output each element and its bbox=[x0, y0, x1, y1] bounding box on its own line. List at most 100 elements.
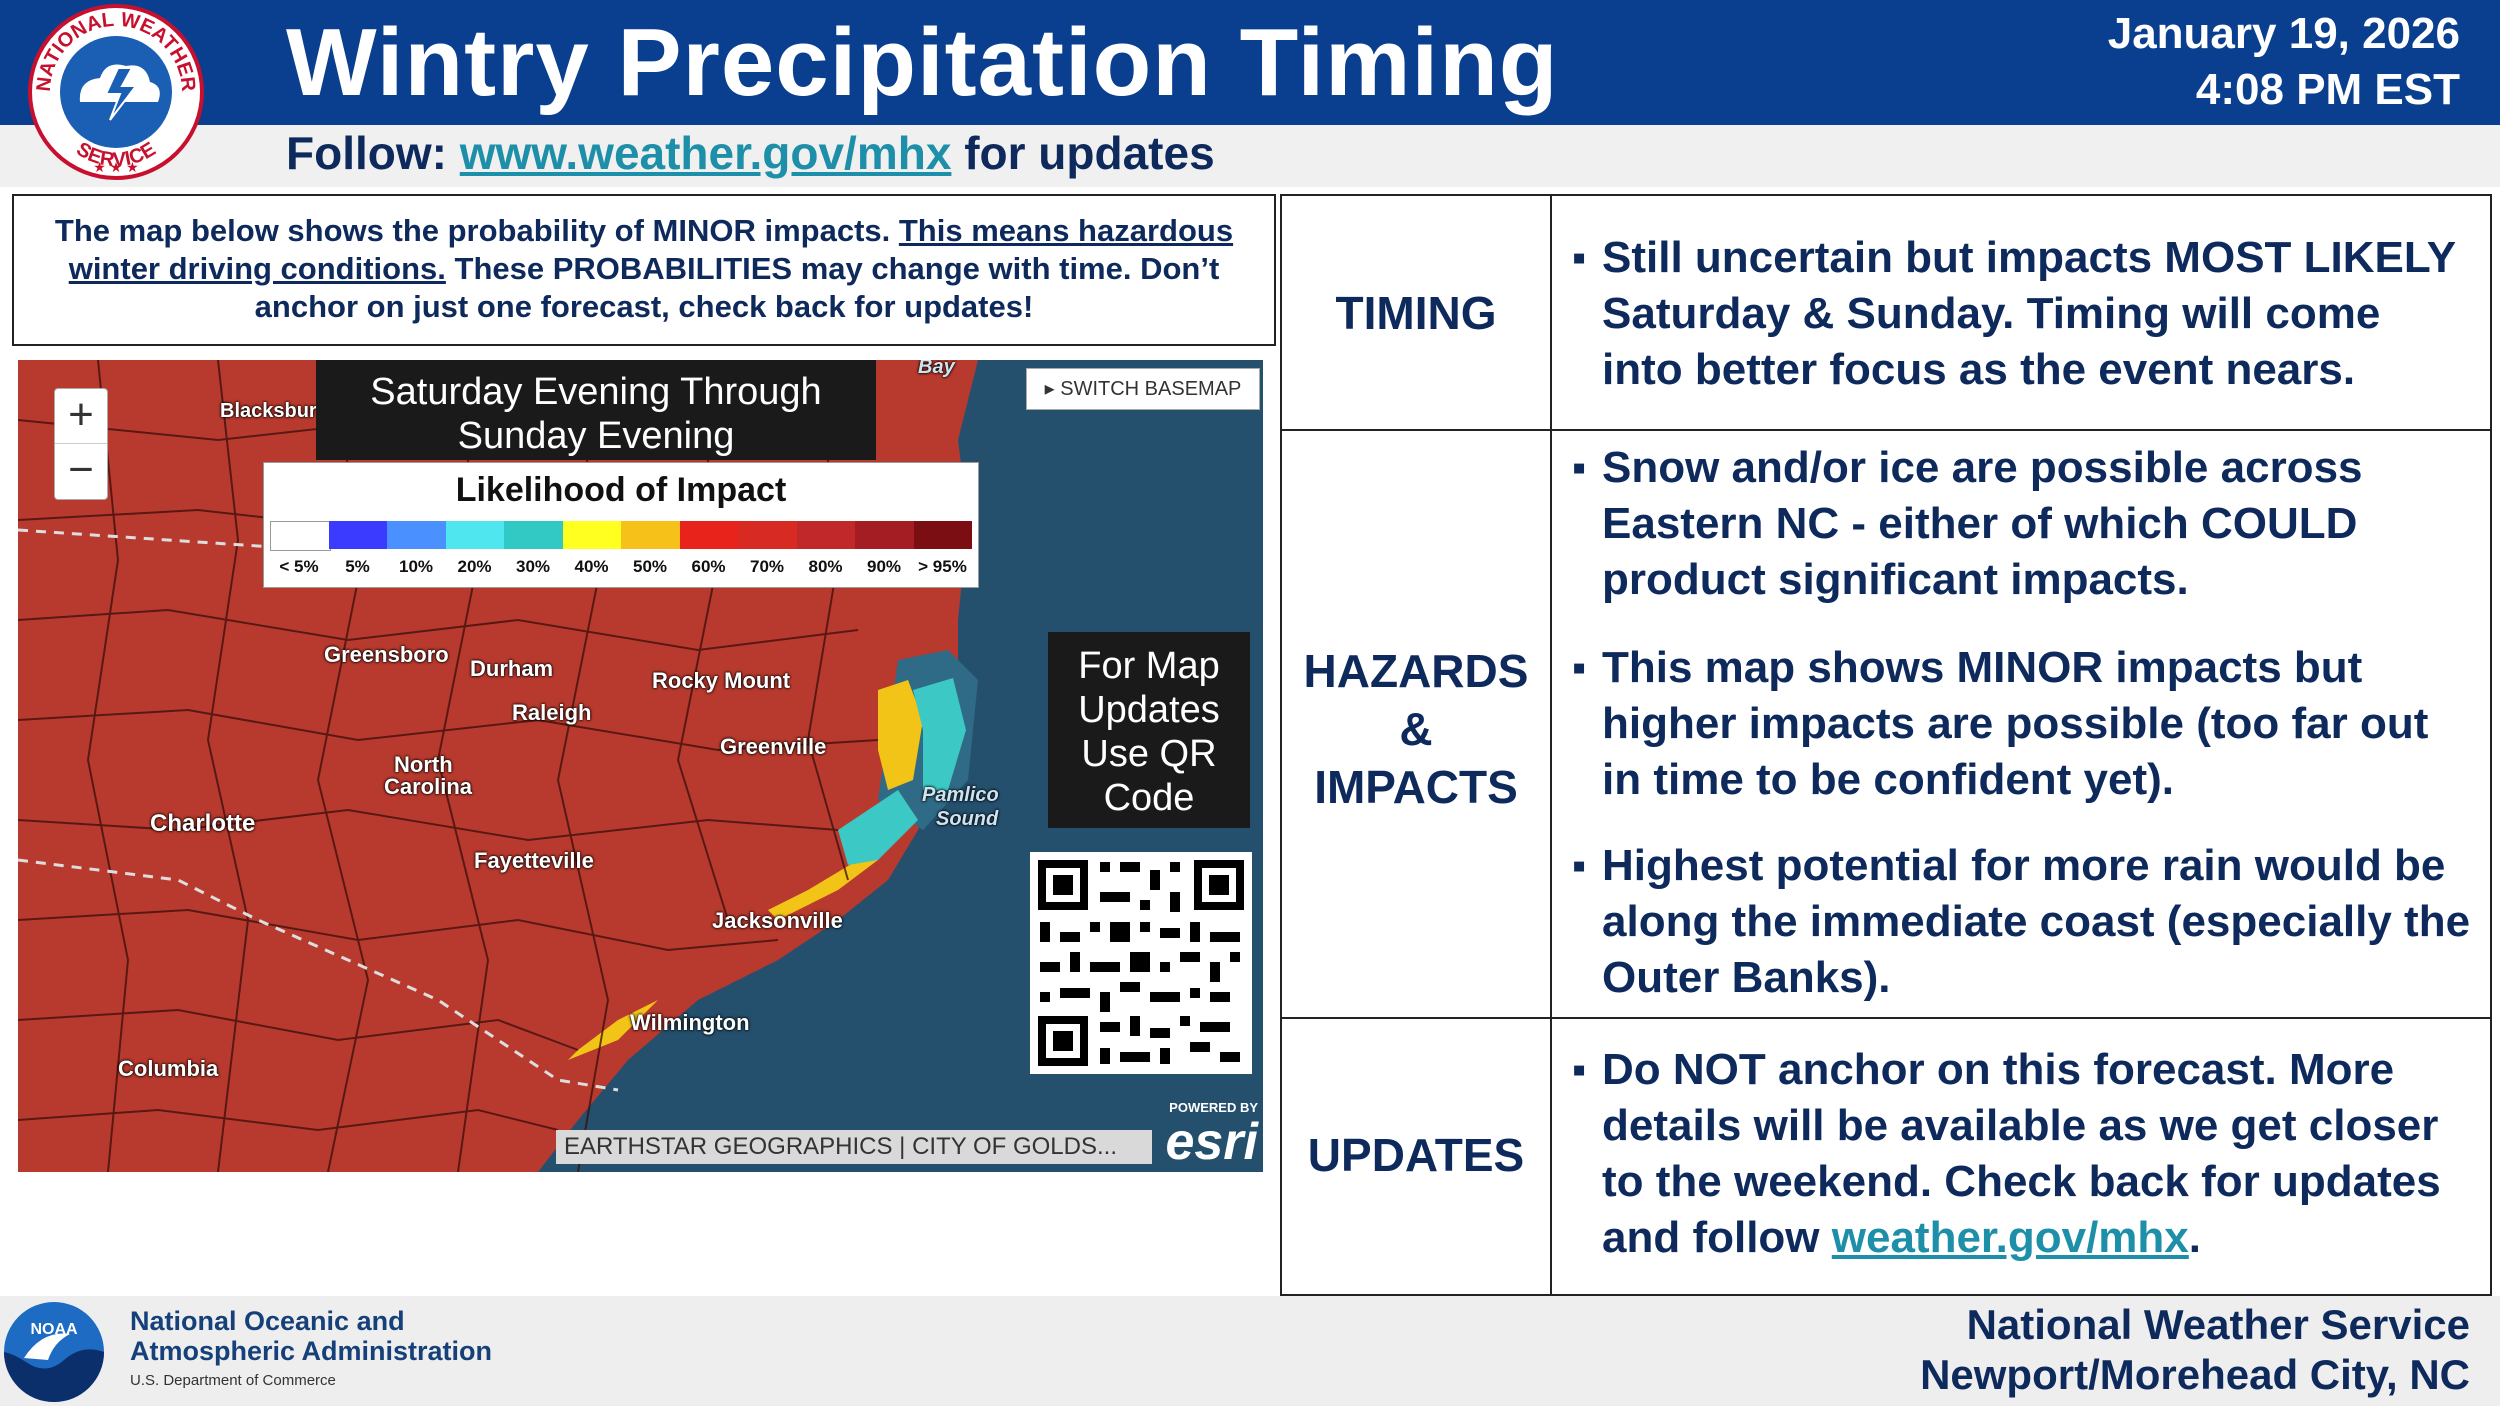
zoom-control: + − bbox=[54, 388, 108, 500]
legend-tick-label: 10% bbox=[398, 557, 434, 576]
legend-swatch bbox=[328, 521, 387, 549]
esri-wordmark: esri bbox=[1165, 1113, 1258, 1171]
legend-tick-label: > 95% bbox=[918, 557, 967, 576]
legend-swatch bbox=[679, 521, 738, 549]
legend-swatch bbox=[738, 521, 797, 549]
legend-tick-label: 80% bbox=[808, 557, 843, 576]
qr-text-line2: Updates bbox=[1078, 689, 1220, 731]
noaa-name: National Oceanic and Atmospheric Adminis… bbox=[130, 1306, 492, 1366]
legend-tick-label: 50% bbox=[632, 557, 668, 576]
legend-swatch bbox=[504, 521, 563, 549]
water-label: Pamlico bbox=[922, 784, 999, 806]
svg-text:★ ★ ★: ★ ★ ★ bbox=[93, 159, 138, 175]
row-label-hazards-line2: & bbox=[1399, 703, 1433, 755]
legend-tick-label: 20% bbox=[457, 557, 492, 576]
row-label-hazards-line3: IMPACTS bbox=[1314, 761, 1518, 813]
legend-tick-label: 90% bbox=[866, 557, 902, 576]
noaa-name-line1: National Oceanic and bbox=[130, 1306, 405, 1336]
city-label: Jacksonville bbox=[712, 908, 843, 933]
water-label: Bay bbox=[918, 360, 955, 378]
city-label: Charlotte bbox=[150, 810, 256, 837]
city-label: Raleigh bbox=[512, 700, 592, 725]
zoom-out-button[interactable]: − bbox=[68, 445, 94, 494]
follow-line: Follow: www.weather.gov/mhx for updates bbox=[286, 126, 1215, 180]
state-label: Carolina bbox=[384, 774, 473, 799]
nws-office: National Weather Service Newport/Morehea… bbox=[1920, 1300, 2470, 1400]
city-label: Wilmington bbox=[630, 1010, 750, 1035]
row-label-updates: UPDATES bbox=[1307, 1129, 1525, 1181]
impact-map[interactable]: Blacksburg Greensboro Durham Raleigh Roc… bbox=[18, 360, 1263, 1172]
row-label-hazards-line1: HAZARDS bbox=[1303, 645, 1529, 697]
legend-swatch bbox=[796, 521, 855, 549]
timing-bullet: Still uncertain but impacts MOST LIKELY … bbox=[1572, 230, 2472, 398]
zoom-in-button[interactable]: + bbox=[55, 389, 107, 444]
updates-bullet: Do NOT anchor on this forecast. More det… bbox=[1572, 1042, 2472, 1266]
intro-text-2: These PROBABILITIES may change with time… bbox=[254, 251, 1220, 324]
follow-prefix: Follow: bbox=[286, 127, 447, 179]
updates-bullet-text: Do NOT anchor on this forecast. More det… bbox=[1602, 1045, 2441, 1262]
intro-text-1: The map below shows the probability of M… bbox=[54, 213, 899, 248]
follow-suffix: for updates bbox=[964, 127, 1215, 179]
qr-text-line1: For Map bbox=[1078, 645, 1220, 687]
legend-swatch bbox=[270, 521, 331, 551]
hazards-bullet: Snow and/or ice are possible across East… bbox=[1572, 440, 2472, 608]
intro-underlined: This means hazardous winter driving cond… bbox=[68, 213, 1234, 286]
city-label: Fayetteville bbox=[474, 848, 594, 873]
legend-tick-label: 70% bbox=[749, 557, 785, 576]
noaa-name-line2: Atmospheric Administration bbox=[130, 1336, 493, 1366]
caret-right-icon: ▸ bbox=[1044, 378, 1061, 400]
city-label: Blacksburg bbox=[220, 400, 329, 422]
legend-tick-label: < 5% bbox=[279, 557, 319, 576]
map-attribution: EARTHSTAR GEOGRAPHICS | CITY OF GOLDS... bbox=[556, 1130, 1152, 1164]
legend-swatch bbox=[913, 521, 972, 549]
follow-link[interactable]: www.weather.gov/mhx bbox=[459, 127, 952, 179]
legend-title: Likelihood of Impact bbox=[455, 471, 787, 509]
page-title: Wintry Precipitation Timing bbox=[286, 9, 1559, 116]
qr-instructions: For Map Updates Use QR Code bbox=[1048, 632, 1250, 828]
qr-text-line3: Use QR bbox=[1081, 733, 1217, 775]
legend-tick-label: 40% bbox=[574, 557, 609, 576]
legend-swatch bbox=[445, 521, 504, 549]
header-band bbox=[0, 0, 2500, 125]
table-divider bbox=[1550, 196, 1552, 1294]
info-table: TIMING Still uncertain but impacts MOST … bbox=[1280, 194, 2492, 1296]
legend-tick-label: 5% bbox=[345, 557, 370, 576]
water-label: Sound bbox=[936, 808, 999, 830]
noaa-logo-icon: NOAA bbox=[2, 1300, 106, 1404]
legend-swatch bbox=[621, 521, 680, 549]
city-label: Columbia bbox=[118, 1056, 219, 1081]
state-label: North bbox=[394, 752, 453, 777]
legend-tick-label: 60% bbox=[691, 557, 726, 576]
row-label-timing: TIMING bbox=[1335, 287, 1497, 339]
map-title-line1: Saturday Evening Through bbox=[370, 371, 822, 413]
map-legend: Likelihood of Impact < 5% 5% 10% 20% 30% 40% 5… bbox=[263, 462, 979, 588]
updates-link[interactable]: weather.gov/mhx bbox=[1831, 1213, 2189, 1262]
issue-time: 4:08 PM EST bbox=[2195, 65, 2460, 114]
legend-swatch bbox=[855, 521, 914, 549]
row-label-hazards: HAZARDS & IMPACTS bbox=[1282, 642, 1550, 816]
table-row-divider bbox=[1282, 1017, 2490, 1019]
nws-office-line2: Newport/Morehead City, NC bbox=[1920, 1351, 2470, 1398]
switch-basemap-button[interactable]: ▸ SWITCH BASEMAP bbox=[1026, 368, 1260, 410]
legend-swatch bbox=[562, 521, 621, 549]
legend-tick-label: 30% bbox=[515, 557, 551, 576]
switch-basemap-label: SWITCH BASEMAP bbox=[1060, 378, 1242, 400]
map-title-box: Saturday Evening Through Sunday Evening bbox=[316, 360, 876, 460]
updates-bullet-end: . bbox=[2188, 1213, 2202, 1262]
city-label: Greenville bbox=[720, 734, 827, 759]
city-label: Rocky Mount bbox=[652, 668, 791, 693]
intro-box: The map below shows the probability of M… bbox=[12, 194, 1276, 346]
esri-powered-label: POWERED BY bbox=[1169, 1100, 1258, 1115]
qr-code-icon[interactable] bbox=[1030, 852, 1252, 1074]
footer-band bbox=[0, 1296, 2500, 1406]
legend-swatch bbox=[387, 521, 446, 549]
issue-date: January 19, 2026 bbox=[2107, 9, 2460, 58]
city-label: Durham bbox=[470, 656, 554, 681]
table-row-divider bbox=[1282, 429, 2490, 431]
map-title-line2: Sunday Evening bbox=[457, 415, 735, 457]
qr-text-line4: Code bbox=[1103, 777, 1195, 819]
noaa-department: U.S. Department of Commerce bbox=[130, 1372, 336, 1389]
esri-logo: POWERED BY esri bbox=[1148, 1100, 1258, 1170]
issue-datetime: January 19, 2026 4:08 PM EST bbox=[2108, 6, 2460, 118]
nws-office-line1: National Weather Service bbox=[1966, 1301, 2470, 1348]
